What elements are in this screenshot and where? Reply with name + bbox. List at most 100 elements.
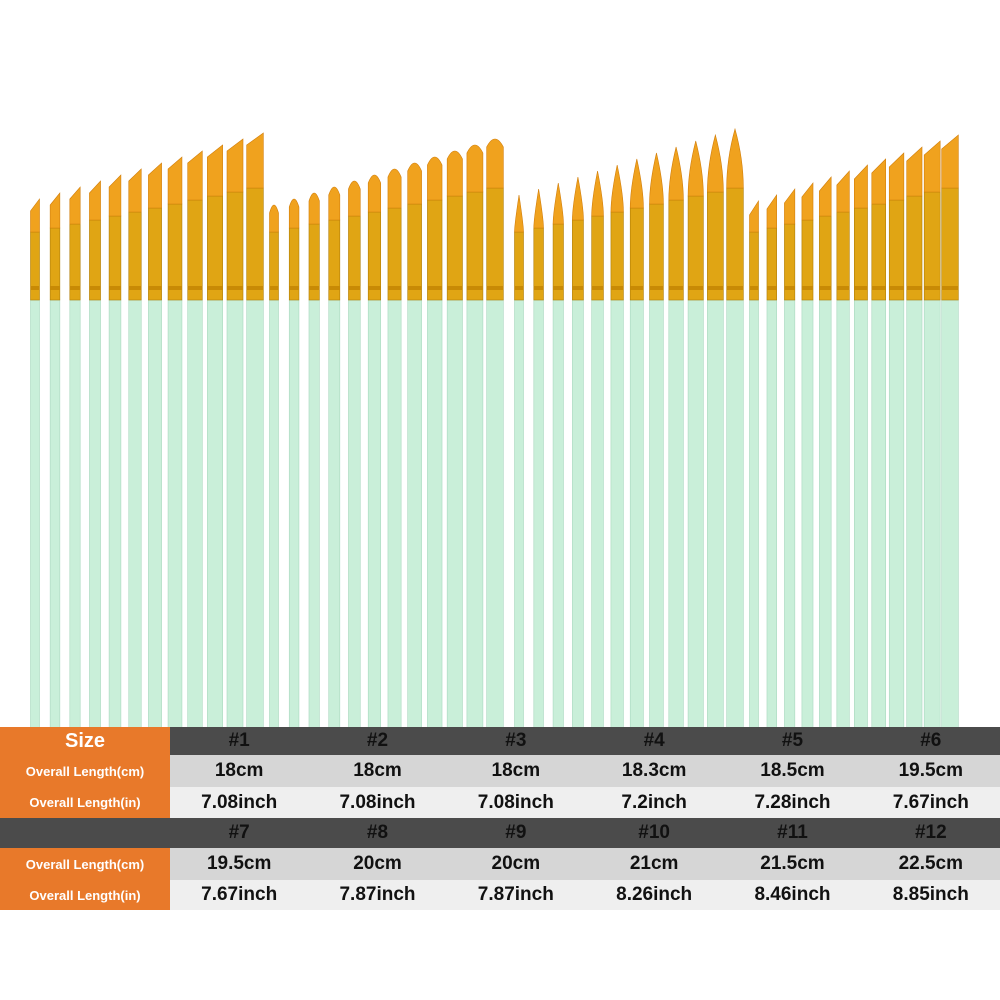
length-value: 8.85inch xyxy=(892,884,969,905)
ferrule-ring xyxy=(50,286,60,290)
size-table: Size #1 #2 #3 #4 #5 #6 Overall Length(cm) 18cm 18… xyxy=(0,727,1000,910)
handle xyxy=(572,299,584,727)
ferrule-ring xyxy=(368,286,381,290)
bristles xyxy=(246,132,264,189)
handle xyxy=(514,299,524,727)
ferrule-ring xyxy=(109,286,121,290)
bristles xyxy=(108,174,122,217)
length-value: 18cm xyxy=(491,760,541,781)
bristles xyxy=(766,194,777,229)
ferrule-ring xyxy=(289,286,299,290)
size-label: #12 xyxy=(914,822,947,843)
bristles xyxy=(367,174,382,213)
ferrule-ring xyxy=(941,286,959,290)
ferrule xyxy=(187,199,203,301)
bristles xyxy=(941,134,959,189)
ferrule-ring xyxy=(514,286,524,290)
handle xyxy=(888,299,905,727)
ferrule-ring xyxy=(906,286,923,290)
bristles xyxy=(649,152,664,205)
length-value: 20cm xyxy=(353,853,402,874)
ferrule xyxy=(246,187,264,301)
ferrule-ring xyxy=(533,286,544,290)
handle xyxy=(591,299,604,727)
handle xyxy=(749,299,759,727)
ferrule xyxy=(466,191,484,301)
size-label: #8 xyxy=(366,822,389,843)
ferrule-ring xyxy=(447,286,463,290)
brush-photo xyxy=(30,127,959,727)
length-value: 7.08inch xyxy=(477,791,554,813)
ferrule-ring xyxy=(30,286,40,290)
bristles xyxy=(888,152,905,201)
size-label: #6 xyxy=(920,730,942,751)
size-label: #1 xyxy=(228,730,250,751)
bristles xyxy=(801,182,814,221)
ferrule-ring xyxy=(227,286,243,290)
ferrule-ring xyxy=(387,286,402,290)
ferrule xyxy=(446,195,463,301)
ferrule-ring xyxy=(707,286,724,290)
handle xyxy=(328,299,341,727)
ferrule xyxy=(687,195,704,301)
row-label: Overall Length(in) xyxy=(0,787,170,818)
handle xyxy=(836,299,850,727)
length-value: 7.28inch xyxy=(754,791,831,813)
ferrule-ring xyxy=(269,286,279,290)
handle xyxy=(610,299,624,727)
bristles xyxy=(749,199,759,233)
handle xyxy=(486,299,504,727)
ferrule-ring xyxy=(466,286,483,290)
length-value: 18cm xyxy=(353,760,402,781)
size-label: #9 xyxy=(505,822,527,843)
length-value: 7.08inch xyxy=(201,791,278,813)
length-value: 18.3cm xyxy=(621,760,687,781)
bristles xyxy=(687,140,704,197)
handle xyxy=(427,299,443,727)
length-value: 7.2inch xyxy=(621,791,687,813)
row-label: Overall Length(cm) xyxy=(0,848,170,880)
size-label: #10 xyxy=(638,822,670,843)
bristles xyxy=(328,186,341,221)
bristles xyxy=(533,188,544,229)
bristles xyxy=(854,164,868,209)
ferrule xyxy=(407,203,422,301)
corner-label: Size xyxy=(0,727,170,755)
bristles xyxy=(629,158,644,209)
ferrule-ring xyxy=(572,286,584,290)
ferrule-ring xyxy=(649,286,664,290)
size-header-row: Size #1 #2 #3 #4 #5 #6 xyxy=(0,727,1000,755)
ferrule-ring xyxy=(610,286,624,290)
bristles xyxy=(226,138,244,193)
bristles xyxy=(207,144,223,197)
handle xyxy=(387,299,402,727)
handle xyxy=(49,299,61,727)
length-value: 21cm xyxy=(629,853,679,874)
bristles xyxy=(836,170,850,213)
ferrule-ring xyxy=(69,286,81,290)
length-value: 7.87inch xyxy=(339,884,416,905)
handle xyxy=(784,299,796,727)
length-row: Overall Length(in) 7.67inch 7.87inch 7.87in… xyxy=(0,880,1000,910)
handle xyxy=(552,299,564,727)
ferrule-ring xyxy=(871,286,886,290)
ferrule-ring xyxy=(427,286,443,290)
ferrule-ring xyxy=(148,286,162,290)
length-row: Overall Length(cm) 19.5cm 20cm 20cm 21cm 21.5… xyxy=(0,848,1000,880)
ferrule-ring xyxy=(348,286,361,290)
length-value: 22.5cm xyxy=(898,853,964,874)
size-label: #2 xyxy=(366,730,389,751)
ferrule-ring xyxy=(924,286,941,290)
ferrule-ring xyxy=(128,286,142,290)
length-value: 19.5cm xyxy=(206,853,272,874)
handle xyxy=(348,299,361,727)
handle xyxy=(871,299,886,727)
ferrule-ring xyxy=(766,286,777,290)
ferrule xyxy=(226,191,244,301)
bristles xyxy=(348,180,361,217)
size-label: #4 xyxy=(643,730,665,751)
ferrule xyxy=(486,187,504,301)
length-value: 19.5cm xyxy=(898,760,964,781)
bristles xyxy=(486,138,504,189)
ferrule-ring xyxy=(836,286,850,290)
